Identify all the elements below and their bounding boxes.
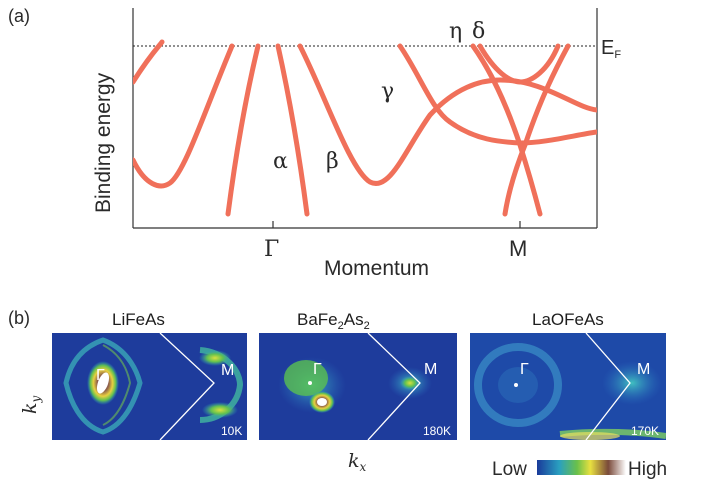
band-eta-delta-left <box>470 43 543 217</box>
map3-temp: 170K <box>631 424 659 438</box>
panel-b-label: (b) <box>8 308 30 328</box>
ky-label: ky <box>19 395 43 414</box>
band-label-gamma: γ <box>381 79 394 104</box>
band-label-eta: η <box>449 19 462 44</box>
map3-m-label: M <box>637 361 650 378</box>
kx-label: kx <box>348 450 367 474</box>
map2-m-label: M <box>424 361 437 378</box>
fermi-map-laofeas: Γ M 170K <box>470 333 666 440</box>
fermi-label: EF <box>601 37 621 61</box>
map1-gamma-label: Γ <box>96 367 105 384</box>
map1-m-label: M <box>221 362 234 379</box>
band-gamma <box>397 43 597 146</box>
colorbar-high-label: High <box>628 459 667 480</box>
fermi-map-lifeas: Γ M 10K <box>52 333 247 440</box>
band-label-alpha: α <box>273 149 288 174</box>
map1-temp: 10K <box>221 424 242 438</box>
x-axis-label: Momentum <box>324 257 429 280</box>
tick-label-gamma: Γ <box>264 237 279 262</box>
map-title-laofeas: LaOFeAs <box>532 310 604 329</box>
band-eta-delta-right <box>502 43 571 217</box>
fermi-map-bafe2as2: Γ M 180K <box>259 333 457 440</box>
tick-label-m: M <box>509 236 527 261</box>
band-left <box>133 39 165 85</box>
band-structure <box>133 39 597 217</box>
panel-a-label: (a) <box>8 6 30 26</box>
band-m-pocket <box>477 43 561 85</box>
map3-gamma-label: Γ <box>520 361 529 378</box>
band-alpha-left <box>225 43 261 217</box>
band-beta <box>297 43 597 186</box>
band-label-beta: β <box>326 149 339 174</box>
band-left-valley <box>133 43 235 189</box>
map-title-bafe2as2: BaFe2As2 <box>297 310 370 332</box>
band-label-delta: δ <box>472 19 485 44</box>
colorbar <box>537 460 626 475</box>
y-axis-label: Binding energy <box>92 72 115 213</box>
colorbar-low-label: Low <box>492 459 527 480</box>
band-alpha-right <box>275 43 310 217</box>
map-title-lifeas: LiFeAs <box>112 310 165 329</box>
map2-gamma-label: Γ <box>313 361 322 378</box>
map2-temp: 180K <box>423 424 451 438</box>
